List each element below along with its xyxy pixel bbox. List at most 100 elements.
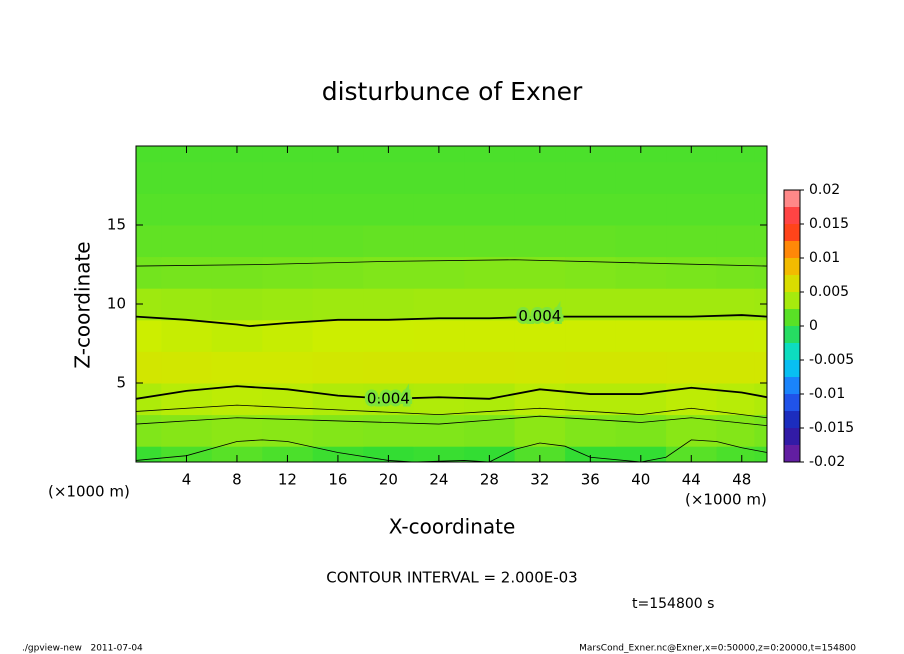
contour-interval: CONTOUR INTERVAL = 2.000E-03 [326,569,577,587]
field-cell [754,146,767,163]
field-cell [413,446,465,462]
field-cell [136,225,162,258]
field-cell [565,225,617,258]
field-cell [666,161,718,194]
field-cell [716,414,755,447]
field-cell [312,288,364,321]
field-cell [514,288,566,321]
field-cell [615,193,667,226]
field-cell [716,319,755,352]
field-cell [363,193,415,226]
colorbar-tick-label: -0.005 [809,352,854,368]
field-cell [464,414,516,447]
field-cell [615,288,667,321]
chart-title: disturbunce of Exner [322,77,583,106]
y-unit-label: (×1000 m) [48,483,130,501]
field-cell [615,146,667,163]
contour-line [136,314,767,328]
contour-line [136,415,767,427]
field-cell [464,446,516,462]
field-cell [754,351,767,384]
field-cell [161,288,213,321]
x-tick-label: 24 [429,471,448,489]
field-cell [312,256,364,289]
field-cell [754,383,767,416]
field-cell [565,351,617,384]
field-cell [161,351,213,384]
field-cell [565,288,617,321]
x-tick-label: 20 [379,471,398,489]
field-cell [413,146,465,163]
field-cell [514,193,566,226]
field-cell [464,256,516,289]
field-cell [161,446,213,462]
field-cell [615,319,667,352]
colorbar-segment [784,394,800,411]
field-cell [666,146,718,163]
x-tick-label: 40 [631,471,650,489]
colorbar-segment [784,377,800,394]
field-cell [363,288,415,321]
field-cell [666,319,718,352]
field-cell [514,383,566,416]
field-cell [716,193,755,226]
field-cell [161,193,213,226]
contour-line [136,259,767,267]
colorbar-tick-label: 0 [809,318,818,334]
field-cell [211,446,263,462]
field-cell [666,193,718,226]
colorbar-segment [784,190,800,207]
field-cell [211,256,263,289]
colorbar-tick-label: -0.015 [809,420,854,436]
colorbar-segment [784,360,800,377]
field-cell [754,414,767,447]
field-cell [136,193,162,226]
field-cell [161,146,213,163]
field-cell [666,351,718,384]
field-cell [464,146,516,163]
colorbar-segment [784,241,800,258]
colorbar-segment [784,224,800,241]
field-cell [615,256,667,289]
footer-right: MarsCond_Exner.nc@Exner,x=0:50000,z=0:20… [579,644,856,654]
field-cell [211,161,263,194]
colorbar-segment [784,207,800,224]
field-cell [211,225,263,258]
field-cell [312,225,364,258]
field-cell [363,446,415,462]
field-cell [413,383,465,416]
field-cell [666,225,718,258]
colorbar-segment [784,275,800,292]
field-cell [262,225,314,258]
time-label: t=154800 s [632,596,714,612]
field-cell [413,225,465,258]
field-cell [136,319,162,352]
colorbar-tick-label: -0.02 [809,454,845,470]
colorbar-segment [784,292,800,309]
field-cell [312,319,364,352]
field-cell [716,146,755,163]
field-cell [363,161,415,194]
y-tick-label: 5 [116,374,126,392]
field-cell [565,193,617,226]
x-tick-label: 44 [682,471,701,489]
field-cell [363,225,415,258]
field-cell [565,383,617,416]
colorbar-segment [784,309,800,326]
field-cell [136,351,162,384]
field-cell [615,225,667,258]
field-cell [211,288,263,321]
field-cell [464,351,516,384]
field-cell [716,256,755,289]
colorbar-tick-label: 0.005 [809,284,849,300]
colorbar-tick-label: 0.02 [809,182,840,198]
field-cell [514,256,566,289]
x-tick-label: 48 [732,471,751,489]
field-cell [514,446,566,462]
field-cell [413,193,465,226]
field-cell [754,193,767,226]
contour-layer [136,259,767,462]
field-cell [514,351,566,384]
field-cell [464,319,516,352]
field-cell [211,414,263,447]
